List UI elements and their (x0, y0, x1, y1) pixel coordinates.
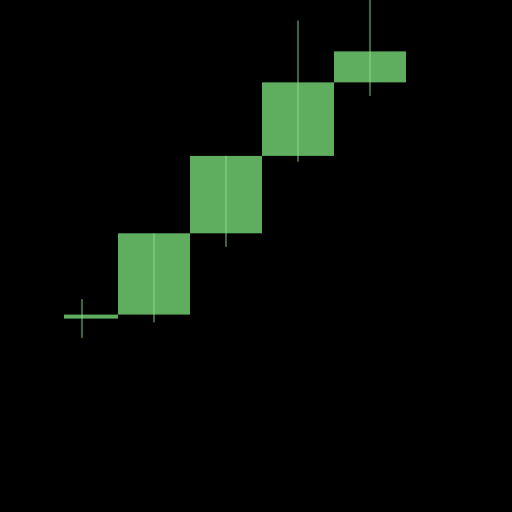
candles-group (64, 0, 406, 338)
candle-body (64, 314, 118, 319)
